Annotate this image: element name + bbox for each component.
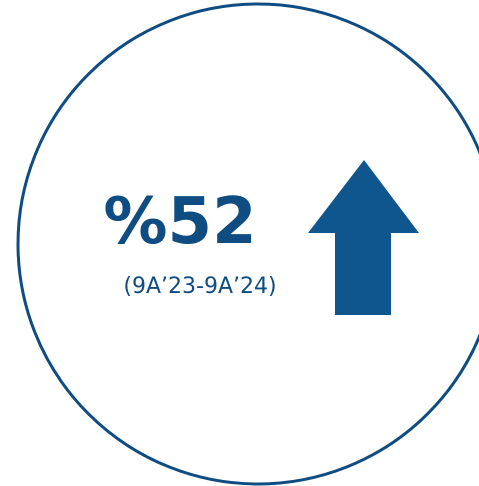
stat-period: (9A’23-9A’24) — [123, 274, 276, 299]
up-arrow — [308, 160, 419, 315]
circle-frame — [16, 2, 479, 486]
stat-value: %52 — [103, 185, 256, 259]
